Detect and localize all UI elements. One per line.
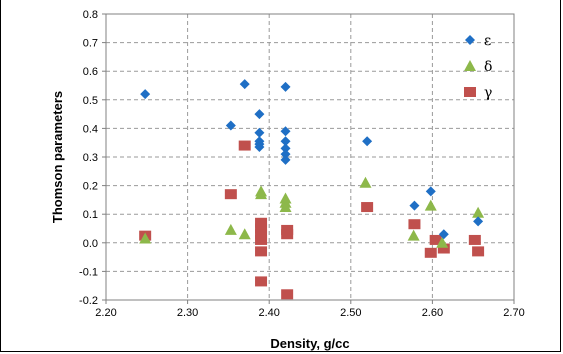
diamond-data-point [225,120,236,131]
triangle-data-point [424,199,437,211]
square-data-point [429,234,442,245]
legend-label: δ [484,59,492,75]
y-tick-label: 0.6 [83,66,98,78]
square-data-point [255,246,268,257]
y-tick-label: 0.8 [83,9,98,21]
diamond-data-point [239,79,250,90]
y-tick-label: 0.2 [83,181,98,193]
diamond-data-point [473,216,484,227]
diamond-data-point [254,127,265,138]
square-data-point [238,140,251,151]
gridlines [106,14,514,300]
diamond-data-point [362,136,373,147]
y-tick-label: 0.4 [83,123,98,135]
square-data-point [281,289,294,300]
square-data-point [224,189,237,200]
y-tick-label: -0.2 [79,295,98,307]
y-tick-label: -0.1 [79,266,98,278]
diamond-data-point [280,143,291,154]
legend-triangle-icon [464,60,476,71]
triangle-data-point [436,236,449,248]
triangle-data-point [139,232,152,244]
square-data-point [472,246,485,257]
square-data-point [408,219,421,230]
data-markers [139,79,485,300]
triangle-data-point [359,176,372,188]
diamond-data-point [280,126,291,137]
square-data-point [255,234,268,245]
triangle-data-point [238,228,251,240]
diamond-data-point [409,200,420,211]
square-data-point [437,243,450,254]
legend-square-icon [464,87,476,97]
square-data-point [255,223,268,234]
triangle-data-point [279,201,292,213]
x-tick-label: 2.50 [340,307,361,319]
y-axis-title: Thomson parameters [50,91,65,223]
diamond-data-point [438,229,449,240]
triangle-data-point [407,229,420,241]
y-tick-label: 0.0 [83,238,98,250]
diamond-data-point [280,136,291,147]
square-data-point [255,276,268,287]
x-tick-label: 2.30 [177,307,198,319]
diamond-data-point [140,89,151,100]
y-tick-label: 0.5 [83,95,98,107]
series-diamond [140,79,484,240]
square-data-point [255,217,268,228]
series-triangle [139,176,485,248]
y-tick-label: 0.1 [83,209,98,221]
diamond-data-point [254,141,265,152]
legend: εδγ [464,33,492,101]
diamond-data-point [254,109,265,120]
diamond-data-point [280,154,291,165]
x-tick-label: 2.60 [422,307,443,319]
x-axis-title: Density, g/cc [270,336,349,351]
x-tick-label: 2.70 [503,307,524,319]
square-data-point [255,229,268,240]
series-square [139,140,485,300]
y-tick-label: 0.7 [83,38,98,50]
legend-diamond-icon [465,35,475,45]
legend-label: ε [484,33,491,49]
x-tick-label: 2.20 [95,307,116,319]
legend-label: γ [484,85,492,101]
y-axis-ticks: -0.2 -0.1 0.0 0.1 0.2 0.3 0.4 0.5 0.6 0.7 0.8 [79,9,106,307]
triangle-data-point [472,206,485,218]
square-data-point [361,202,374,213]
diamond-data-point [425,186,436,197]
square-data-point [424,247,437,258]
diamond-data-point [280,81,291,92]
triangle-data-point [255,185,268,197]
square-data-point [468,234,481,245]
square-data-point [281,229,294,240]
x-axis-ticks: 2.20 2.30 2.40 2.50 2.60 2.70 [95,300,525,319]
triangle-data-point [224,223,237,235]
x-tick-label: 2.40 [258,307,279,319]
y-tick-label: 0.3 [83,152,98,164]
diamond-data-point [280,149,291,160]
